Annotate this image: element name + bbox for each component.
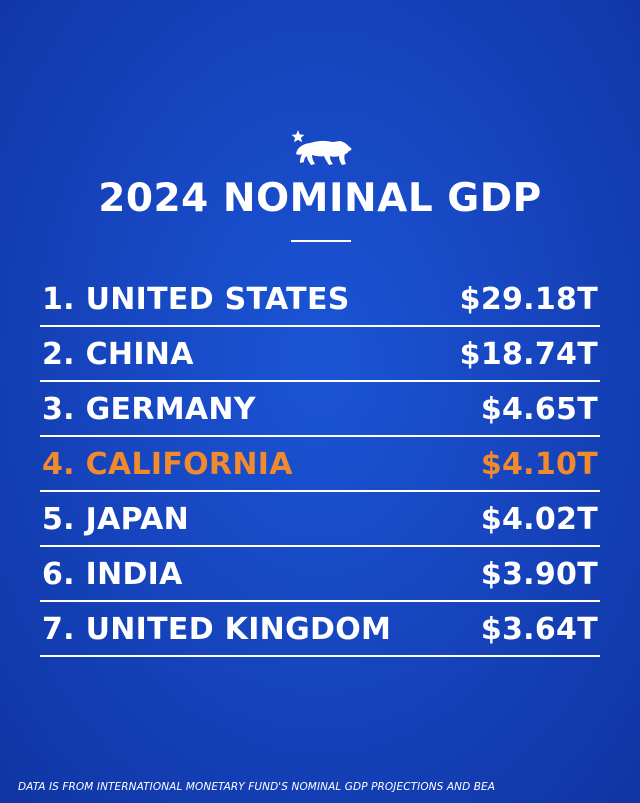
title-divider [291, 240, 351, 242]
country-name: 7. UNITED KINGDOM [42, 611, 392, 647]
country-name: 5. JAPAN [42, 501, 190, 537]
country-name: 2. CHINA [42, 336, 194, 372]
gdp-value: $3.64T [480, 611, 598, 647]
table-row: 4. CALIFORNIA $4.10T [40, 437, 600, 492]
source-footnote: DATA IS FROM INTERNATIONAL MONETARY FUND… [18, 781, 496, 793]
table-row: 2. CHINA $18.74T [40, 327, 600, 382]
gdp-value: $29.18T [459, 281, 598, 317]
table-row: 3. GERMANY $4.65T [40, 382, 600, 437]
country-name: 1. UNITED STATES [42, 281, 350, 317]
gdp-value: $3.90T [480, 556, 598, 592]
gdp-value: $18.74T [459, 336, 598, 372]
gdp-value: $4.65T [480, 391, 598, 427]
table-row: 1. UNITED STATES $29.18T [40, 272, 600, 327]
country-name: 3. GERMANY [42, 391, 256, 427]
gdp-value: $4.10T [480, 446, 598, 482]
gdp-ranking-table: 1. UNITED STATES $29.18T 2. CHINA $18.74T 3.… [40, 272, 600, 657]
california-bear-star-icon [290, 128, 354, 170]
table-row: 6. INDIA $3.90T [40, 547, 600, 602]
country-name: 4. CALIFORNIA [42, 446, 293, 482]
table-row: 5. JAPAN $4.02T [40, 492, 600, 547]
gdp-value: $4.02T [480, 501, 598, 537]
page-title: 2024 NOMINAL GDP [98, 176, 542, 221]
table-row: 7. UNITED KINGDOM $3.64T [40, 602, 600, 657]
country-name: 6. INDIA [42, 556, 183, 592]
